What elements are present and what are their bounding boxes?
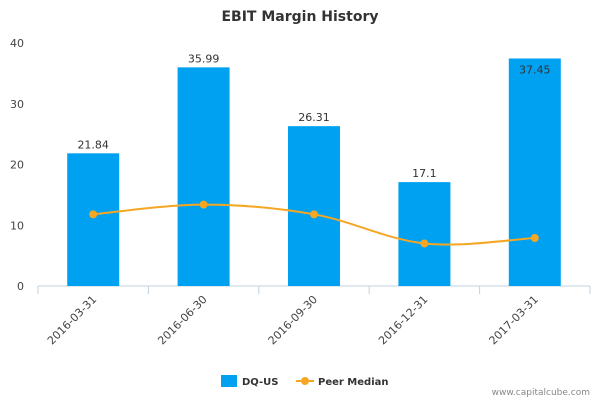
line-point [89, 210, 98, 219]
x-tick-label: 2016-06-30 [155, 293, 209, 347]
credit-text: www.capitalcube.com [492, 388, 590, 398]
y-tick-label: 40 [10, 37, 24, 50]
legend: DQ-US Peer Median [221, 375, 389, 388]
y-axis: 0 10 20 30 40 [10, 37, 24, 293]
x-tick-label: 2016-12-31 [376, 293, 430, 347]
bar [288, 126, 340, 286]
data-label: 35.99 [188, 52, 220, 65]
line-point [530, 234, 539, 243]
line-point [420, 239, 429, 248]
chart-title: EBIT Margin History [221, 9, 378, 25]
y-tick-label: 20 [10, 159, 24, 172]
x-tick-label: 2016-03-31 [45, 293, 99, 347]
legend-label: DQ-US [242, 377, 278, 388]
bar [398, 182, 451, 286]
legend-label: Peer Median [318, 377, 389, 388]
x-axis: 2016-03-31 2016-06-30 2016-09-30 2016-12-31… [37, 285, 591, 347]
data-label: 37.45 [519, 63, 551, 76]
data-label: 21.84 [77, 138, 109, 151]
line-series [89, 200, 539, 248]
bar-series: 21.84 35.99 26.31 17.1 37.45 [67, 52, 561, 287]
legend-swatch-bar [221, 375, 237, 387]
bar [177, 67, 230, 286]
line-point [310, 210, 318, 219]
line-point [199, 200, 208, 209]
bar [508, 58, 561, 287]
y-tick-label: 10 [10, 219, 24, 232]
legend-swatch-point [301, 377, 309, 385]
bar [67, 153, 120, 286]
y-tick-label: 0 [17, 280, 24, 293]
x-tick-label: 2017-03-31 [487, 293, 541, 347]
data-label: 26.31 [298, 111, 330, 124]
x-tick-label: 2016-09-30 [266, 293, 320, 347]
y-tick-label: 30 [10, 98, 24, 111]
data-label: 17.1 [412, 167, 437, 180]
